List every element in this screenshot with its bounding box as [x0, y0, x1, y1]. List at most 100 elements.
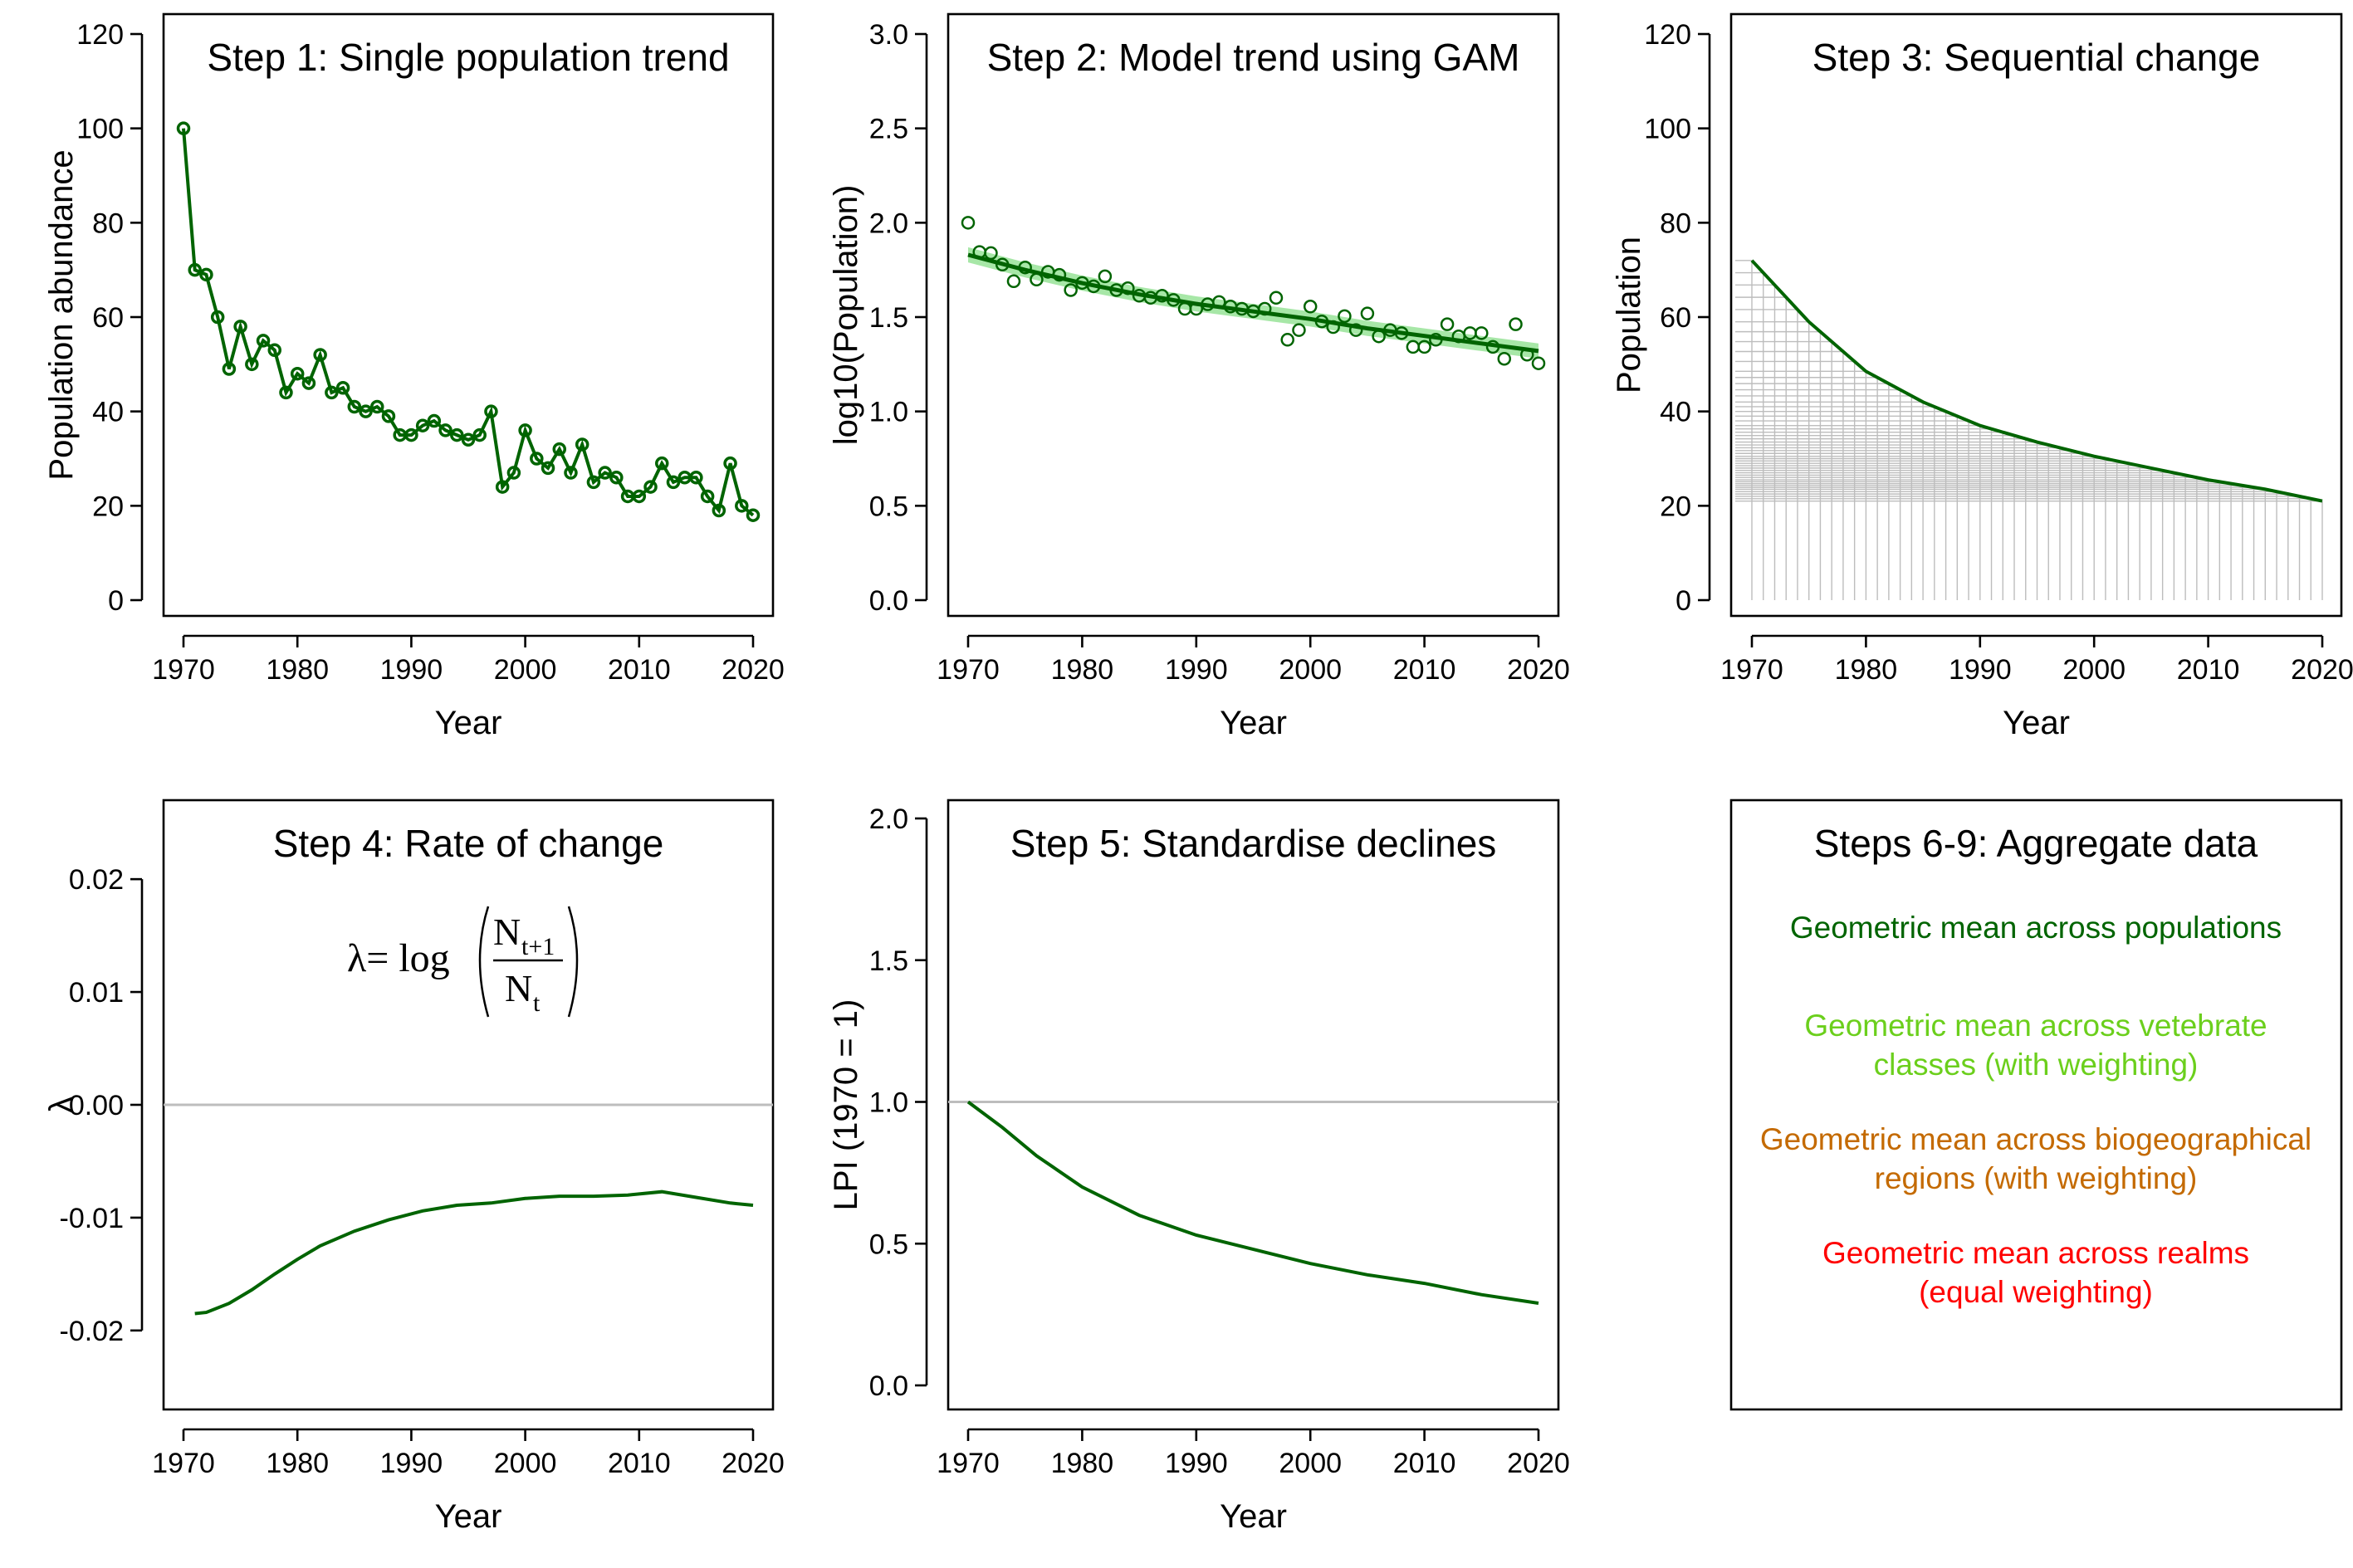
data-point: [369, 399, 384, 414]
x-axis-title: Year: [1220, 705, 1287, 741]
data-point: [746, 508, 761, 522]
x-tick-label: 1990: [1165, 1448, 1228, 1479]
y-tick-label: 20: [1660, 491, 1691, 522]
data-point: [723, 456, 737, 471]
data-point: [1121, 281, 1135, 296]
y-tick-label: 100: [1644, 114, 1691, 145]
data-point: [1394, 326, 1409, 340]
data-point: [290, 366, 305, 381]
y-tick-label: 0.5: [869, 1229, 908, 1260]
data-point: [712, 503, 726, 518]
data-point: [1303, 300, 1318, 314]
aggregate-step-text: regions (with weighting): [1875, 1161, 2198, 1195]
data-point: [1064, 283, 1078, 297]
y-tick-label: 0.0: [869, 1370, 908, 1402]
data-point: [1269, 291, 1284, 305]
x-tick-label: 2000: [1279, 654, 1342, 686]
y-tick-label: 0.01: [69, 977, 124, 1009]
y-tick-label: 120: [76, 19, 124, 51]
x-tick-label: 2000: [494, 1448, 557, 1479]
data-point: [1417, 339, 1431, 354]
data-point: [995, 257, 1010, 272]
data-point: [450, 427, 464, 442]
panel-title: Step 4: Rate of change: [273, 822, 664, 865]
aggregate-step-text: Geometric mean across populations: [1790, 911, 2282, 945]
data-point: [267, 343, 282, 358]
data-point: [1189, 301, 1204, 316]
x-tick-label: 1980: [1835, 654, 1898, 686]
data-point: [1406, 339, 1421, 354]
data-point: [654, 456, 669, 471]
data-point: [1155, 289, 1169, 303]
x-tick-label: 1970: [152, 1448, 215, 1479]
y-axis-title: log10(Population): [828, 185, 864, 446]
aggregate-step-text: Geometric mean across biogeographical: [1760, 1122, 2311, 1156]
formula-numerator-subscript: t+1: [521, 933, 555, 960]
x-axis-title: Year: [435, 705, 502, 741]
y-tick-label: 2.0: [869, 804, 908, 835]
x-tick-label: 1970: [937, 1448, 1000, 1479]
data-point: [1475, 326, 1489, 340]
data-point: [325, 385, 339, 400]
data-point: [1348, 323, 1363, 337]
data-point: [359, 404, 373, 418]
data-point: [575, 437, 589, 452]
y-axis-title: LPI (1970 = 1): [828, 999, 864, 1211]
aggregate-step-text: Geometric mean across vetebrate: [1804, 1009, 2267, 1043]
aggregate-frame: [1729, 799, 2343, 1411]
x-tick-label: 1980: [1051, 1448, 1114, 1479]
formula-denominator: N: [505, 967, 532, 1009]
x-axis-title: Year: [1220, 1498, 1287, 1535]
chart-panel-3: Step 3: Sequential change 0 20 40 60 80 100 120…: [1611, 12, 2353, 741]
data-point: [1212, 295, 1226, 310]
data-point: [1006, 274, 1021, 289]
data-point: [1257, 301, 1272, 316]
data-point: [689, 470, 703, 485]
x-tick-label: 2020: [2291, 654, 2353, 686]
data-point: [245, 357, 259, 372]
data-point: [1086, 279, 1101, 294]
data-point: [1338, 309, 1352, 324]
gam-confidence-band: [968, 247, 1538, 359]
data-point: [199, 267, 213, 282]
formula-paren-left: [478, 906, 490, 1018]
y-tick-label: 1.0: [869, 397, 908, 428]
y-axis-title: Population abundance: [43, 149, 80, 480]
series-line: [966, 1100, 1539, 1305]
y-tick-label: 80: [92, 208, 124, 239]
data-point: [404, 427, 418, 442]
panel-title: Step 3: Sequential change: [1812, 36, 2261, 79]
data-point: [1030, 272, 1044, 287]
plot-frame: [1729, 12, 2343, 618]
data-point: [188, 262, 202, 277]
data-point: [347, 399, 362, 414]
aggregate-panel: Steps 6-9: Aggregate data Geometric mean …: [1729, 799, 2343, 1411]
formula-denominator-subscript: t: [533, 989, 541, 1017]
data-point: [1485, 339, 1500, 354]
data-point: [1440, 317, 1455, 331]
x-tick-label: 2020: [1507, 654, 1570, 686]
data-point: [632, 489, 647, 504]
y-tick-label: -0.01: [60, 1203, 125, 1234]
formula-numerator: N: [493, 911, 521, 953]
data-point: [643, 480, 658, 494]
panel-title: Step 5: Standardise declines: [1010, 822, 1497, 865]
x-tick-label: 1980: [266, 1448, 329, 1479]
data-point: [552, 442, 567, 457]
data-point: [438, 423, 452, 437]
y-tick-label: 40: [92, 397, 124, 428]
data-point: [1098, 269, 1113, 284]
x-tick-label: 1970: [1720, 654, 1783, 686]
x-tick-label: 2010: [1393, 654, 1456, 686]
y-tick-label: 2.5: [869, 114, 908, 145]
x-tick-label: 1970: [937, 654, 1000, 686]
chart-panel-5: Step 5: Standardise declines 0.0 0.5 1.0 1.5…: [828, 799, 1570, 1535]
x-tick-label: 2020: [722, 1448, 785, 1479]
y-tick-label: 40: [1660, 397, 1691, 428]
data-point: [495, 480, 510, 494]
data-point: [961, 216, 976, 230]
y-tick-label: 1.5: [869, 302, 908, 334]
y-tick-label: 2.0: [869, 208, 908, 239]
x-tick-label: 1990: [380, 1448, 443, 1479]
